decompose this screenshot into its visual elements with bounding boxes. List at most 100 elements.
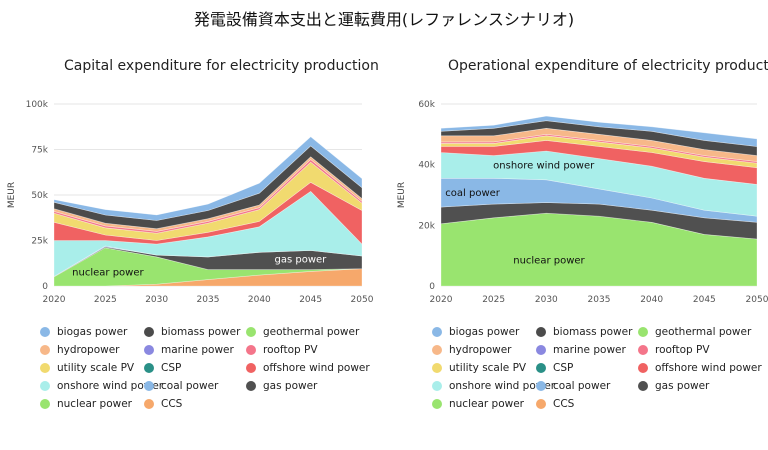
legend-swatch (40, 363, 50, 373)
legend-label: hydropower (57, 344, 120, 356)
legend-item-coal-power[interactable]: coal power (536, 380, 610, 392)
legend-swatch (536, 399, 546, 409)
legend-label: onshore wind power (57, 380, 164, 392)
x-tick-label: 2025 (482, 295, 505, 305)
legend-swatch (432, 345, 442, 355)
legend-label: biomass power (161, 326, 241, 338)
x-tick-label: 2020 (43, 295, 66, 305)
legend-swatch (432, 399, 442, 409)
legend-label: marine power (553, 344, 626, 356)
legend-item-biogas-power[interactable]: biogas power (432, 326, 519, 338)
y-tick-label: 20k (418, 221, 435, 231)
legend-item-marine-power[interactable]: marine power (536, 344, 626, 356)
legend-item-biogas-power[interactable]: biogas power (40, 326, 127, 338)
y-tick-label: 60k (418, 100, 435, 110)
legend-item-rooftop-pv[interactable]: rooftop PV (246, 344, 318, 356)
area-label-nuclear-power: nuclear power (513, 256, 585, 267)
x-tick-label: 2040 (248, 295, 271, 305)
x-tick-label: 2040 (640, 295, 663, 305)
legend-item-biomass-power[interactable]: biomass power (536, 326, 632, 338)
legend-item-ccs[interactable]: CCS (536, 398, 574, 410)
legend-item-offshore-wind-power[interactable]: offshore wind power (246, 362, 370, 374)
legend-item-gas-power[interactable]: gas power (638, 380, 709, 392)
legend-swatch (638, 327, 648, 337)
legend-label: hydropower (449, 344, 512, 356)
legend-swatch (246, 363, 256, 373)
x-tick-label: 2050 (746, 295, 768, 305)
legend-item-geothermal-power[interactable]: geothermal power (246, 326, 359, 338)
legend-swatch (638, 363, 648, 373)
legend-item-utility-scale-pv[interactable]: utility scale PV (40, 362, 134, 374)
legend-swatch (144, 381, 154, 391)
legend-item-gas-power[interactable]: gas power (246, 380, 317, 392)
legend-item-ccs[interactable]: CCS (144, 398, 182, 410)
chart-title-capex: Capital expenditure for electricity prod… (64, 58, 379, 74)
opex-area-chart: 0 20k 40k 60k MEUR 2020 2025 2030 2035 2040 2045 20… (397, 100, 768, 305)
legend-item-biomass-power[interactable]: biomass power (144, 326, 240, 338)
legend-label: CCS (161, 398, 183, 410)
legend-label: nuclear power (449, 398, 525, 410)
legend-label: geothermal power (263, 326, 360, 338)
legend-swatch (432, 363, 442, 373)
legend-label: geothermal power (655, 326, 752, 338)
page-title: 発電設備資本支出と運転費用(レファレンスシナリオ) (193, 10, 575, 29)
y-axis-label: MEUR (7, 182, 17, 208)
legend-label: gas power (655, 380, 710, 392)
legend-label: biomass power (553, 326, 633, 338)
legend-label: CSP (161, 362, 182, 374)
legend-swatch (40, 399, 50, 409)
legend-item-rooftop-pv[interactable]: rooftop PV (638, 344, 710, 356)
x-tick-label: 2025 (94, 295, 117, 305)
legend-label: marine power (161, 344, 234, 356)
legend-swatch (536, 363, 546, 373)
area-label-onshore-wind-power: onshore wind power (493, 161, 595, 172)
legend-swatch (144, 345, 154, 355)
legend-swatch (144, 327, 154, 337)
legend-label: nuclear power (57, 398, 133, 410)
legend-label: rooftop PV (655, 344, 710, 356)
legend-item-geothermal-power[interactable]: geothermal power (638, 326, 751, 338)
legend-swatch (432, 327, 442, 337)
legend-item-nuclear-power[interactable]: nuclear power (40, 398, 132, 410)
legend-item-coal-power[interactable]: coal power (144, 380, 218, 392)
x-tick-label: 2035 (197, 295, 220, 305)
y-tick-label: 100k (26, 100, 49, 110)
legend-label: biogas power (57, 326, 128, 338)
legend-item-hydropower[interactable]: hydropower (432, 344, 512, 356)
legend-item-onshore-wind-power[interactable]: onshore wind power (432, 380, 555, 392)
legend-item-nuclear-power[interactable]: nuclear power (432, 398, 524, 410)
legend-swatch (638, 381, 648, 391)
x-tick-label: 2045 (693, 295, 716, 305)
area-label-nuclear-power: nuclear power (72, 268, 144, 279)
legend-swatch (40, 345, 50, 355)
legend-item-csp[interactable]: CSP (144, 362, 181, 374)
legend-item-csp[interactable]: CSP (536, 362, 573, 374)
legend-label: rooftop PV (263, 344, 318, 356)
x-tick-label: 2050 (351, 295, 374, 305)
legend-swatch (246, 327, 256, 337)
x-tick-label: 2045 (299, 295, 322, 305)
area-label-gas-power: gas power (275, 254, 328, 265)
legend-swatch (536, 327, 546, 337)
legend-item-marine-power[interactable]: marine power (144, 344, 234, 356)
legend-label: coal power (161, 380, 219, 392)
area-series-biogas-power[interactable] (53, 136, 363, 221)
y-axis-label: MEUR (397, 182, 407, 208)
x-tick-label: 2030 (145, 295, 168, 305)
legend-swatch (246, 381, 256, 391)
legend-swatch (536, 345, 546, 355)
x-tick-label: 2035 (588, 295, 611, 305)
legend-item-offshore-wind-power[interactable]: offshore wind power (638, 362, 762, 374)
legend-label: coal power (553, 380, 611, 392)
legend-label: utility scale PV (449, 362, 527, 374)
legend-label: CSP (553, 362, 574, 374)
legend-swatch (246, 345, 256, 355)
legend-item-utility-scale-pv[interactable]: utility scale PV (432, 362, 526, 374)
legend-swatch (536, 381, 546, 391)
x-tick-label: 2030 (535, 295, 558, 305)
legend-item-hydropower[interactable]: hydropower (40, 344, 120, 356)
legend-label: offshore wind power (263, 362, 370, 374)
y-tick-label: 25k (31, 237, 48, 247)
area-series-biogas-power[interactable] (440, 115, 758, 147)
legend-item-onshore-wind-power[interactable]: onshore wind power (40, 380, 163, 392)
